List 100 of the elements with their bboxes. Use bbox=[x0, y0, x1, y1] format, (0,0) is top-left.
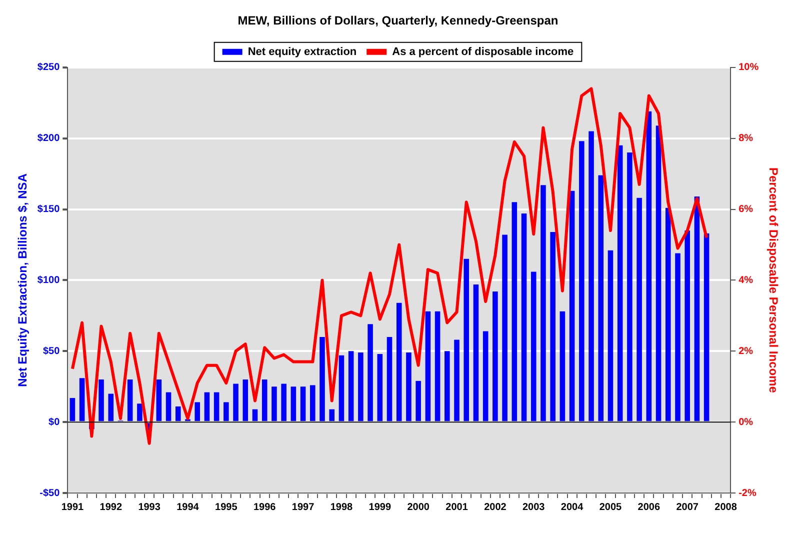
x-tick-label: 1994 bbox=[176, 502, 200, 513]
bar bbox=[166, 392, 172, 422]
y2-tick-label: 4% bbox=[738, 274, 754, 286]
bar bbox=[684, 230, 690, 422]
bar bbox=[569, 190, 575, 422]
bar bbox=[242, 380, 248, 422]
bar bbox=[204, 392, 210, 422]
y-tick-label: $100 bbox=[37, 274, 60, 286]
x-tick-label: 1995 bbox=[215, 502, 238, 513]
bar bbox=[156, 380, 162, 422]
y2-tick-label: 10% bbox=[738, 62, 759, 74]
bar bbox=[579, 141, 584, 422]
y2-tick-label: -2% bbox=[738, 488, 756, 499]
bar bbox=[338, 355, 344, 422]
bar bbox=[290, 386, 296, 422]
y-axis-title: Net Equity Extraction, Billions $, NSA bbox=[16, 173, 30, 387]
bar bbox=[377, 354, 383, 422]
bar bbox=[194, 402, 200, 422]
x-tick-label: 1993 bbox=[138, 502, 161, 513]
chart-title: MEW, Billions of Dollars, Quarterly, Kennedy-Greenspan bbox=[238, 14, 558, 28]
bar bbox=[454, 340, 460, 422]
bar bbox=[473, 284, 479, 422]
bar bbox=[252, 409, 258, 422]
y-tick-label: -$50 bbox=[40, 488, 60, 499]
x-tick-label: 2006 bbox=[638, 502, 660, 513]
bar bbox=[329, 409, 335, 422]
x-tick-label: 2004 bbox=[560, 502, 584, 513]
y-tick-label: $0 bbox=[48, 416, 60, 428]
bar bbox=[675, 253, 680, 422]
bar bbox=[617, 145, 623, 422]
bar bbox=[416, 380, 421, 422]
bar bbox=[560, 311, 566, 422]
x-tick-label: 1996 bbox=[253, 502, 276, 513]
bar bbox=[482, 331, 488, 422]
y-tick-label: $200 bbox=[37, 133, 60, 144]
y-tick-label: $250 bbox=[37, 62, 60, 74]
y-tick-label: $150 bbox=[37, 204, 60, 216]
bar bbox=[396, 302, 402, 422]
bar bbox=[512, 202, 518, 422]
bar bbox=[281, 384, 286, 422]
y2-tick-label: 0% bbox=[738, 416, 754, 428]
x-tick-label: 1998 bbox=[330, 502, 354, 513]
bar bbox=[636, 198, 642, 422]
bar bbox=[272, 386, 277, 422]
bar bbox=[540, 185, 546, 422]
bar bbox=[608, 250, 614, 422]
bar bbox=[348, 351, 354, 422]
legend-label: As a percent of disposable income bbox=[392, 46, 574, 58]
bar bbox=[406, 352, 412, 422]
bar bbox=[588, 131, 594, 422]
bar bbox=[79, 378, 85, 422]
bar bbox=[233, 384, 238, 422]
bar bbox=[70, 398, 76, 422]
bar bbox=[175, 406, 181, 422]
x-tick-label: 2003 bbox=[522, 502, 546, 513]
bar bbox=[358, 352, 364, 422]
y2-tick-label: 6% bbox=[738, 204, 754, 216]
x-tick-label: 2007 bbox=[676, 502, 699, 513]
bar bbox=[444, 351, 450, 422]
bar bbox=[368, 324, 373, 422]
legend-label: Net equity extraction bbox=[248, 46, 357, 58]
bar bbox=[310, 385, 316, 422]
bar bbox=[214, 392, 220, 422]
bar bbox=[224, 402, 229, 422]
bar bbox=[137, 404, 142, 422]
y2-tick-label: 8% bbox=[738, 133, 754, 144]
bar bbox=[598, 175, 604, 422]
bar bbox=[646, 111, 652, 422]
x-tick-label: 1992 bbox=[100, 502, 122, 513]
bar bbox=[108, 394, 114, 422]
bar bbox=[694, 196, 700, 422]
bar bbox=[550, 232, 556, 422]
bar bbox=[386, 336, 392, 422]
x-tick-label: 1997 bbox=[292, 502, 315, 513]
bar bbox=[521, 214, 527, 422]
x-tick-label: 2002 bbox=[484, 502, 507, 513]
bar bbox=[262, 380, 268, 422]
bar bbox=[656, 126, 662, 422]
x-tick-label: 2008 bbox=[714, 502, 738, 513]
bar bbox=[627, 152, 632, 422]
y2-tick-label: 2% bbox=[738, 346, 754, 357]
x-tick-label: 1991 bbox=[61, 502, 84, 513]
x-tick-label: 2000 bbox=[407, 502, 430, 513]
x-tick-label: 2001 bbox=[446, 502, 468, 513]
bar bbox=[98, 380, 104, 422]
bar bbox=[127, 380, 133, 422]
x-tick-label: 2005 bbox=[599, 502, 622, 513]
y-tick-label: $50 bbox=[42, 346, 60, 357]
bar bbox=[320, 336, 325, 422]
bar bbox=[300, 386, 306, 422]
bar bbox=[704, 233, 710, 422]
bar bbox=[665, 208, 671, 422]
y2-axis-title: Percent of Disposable Personal Income bbox=[766, 167, 780, 394]
bar bbox=[502, 234, 508, 422]
x-tick-label: 1999 bbox=[368, 502, 392, 513]
bar bbox=[530, 272, 536, 422]
bar bbox=[434, 311, 440, 422]
bar bbox=[492, 292, 498, 422]
bar bbox=[464, 258, 470, 422]
bar bbox=[425, 311, 431, 422]
